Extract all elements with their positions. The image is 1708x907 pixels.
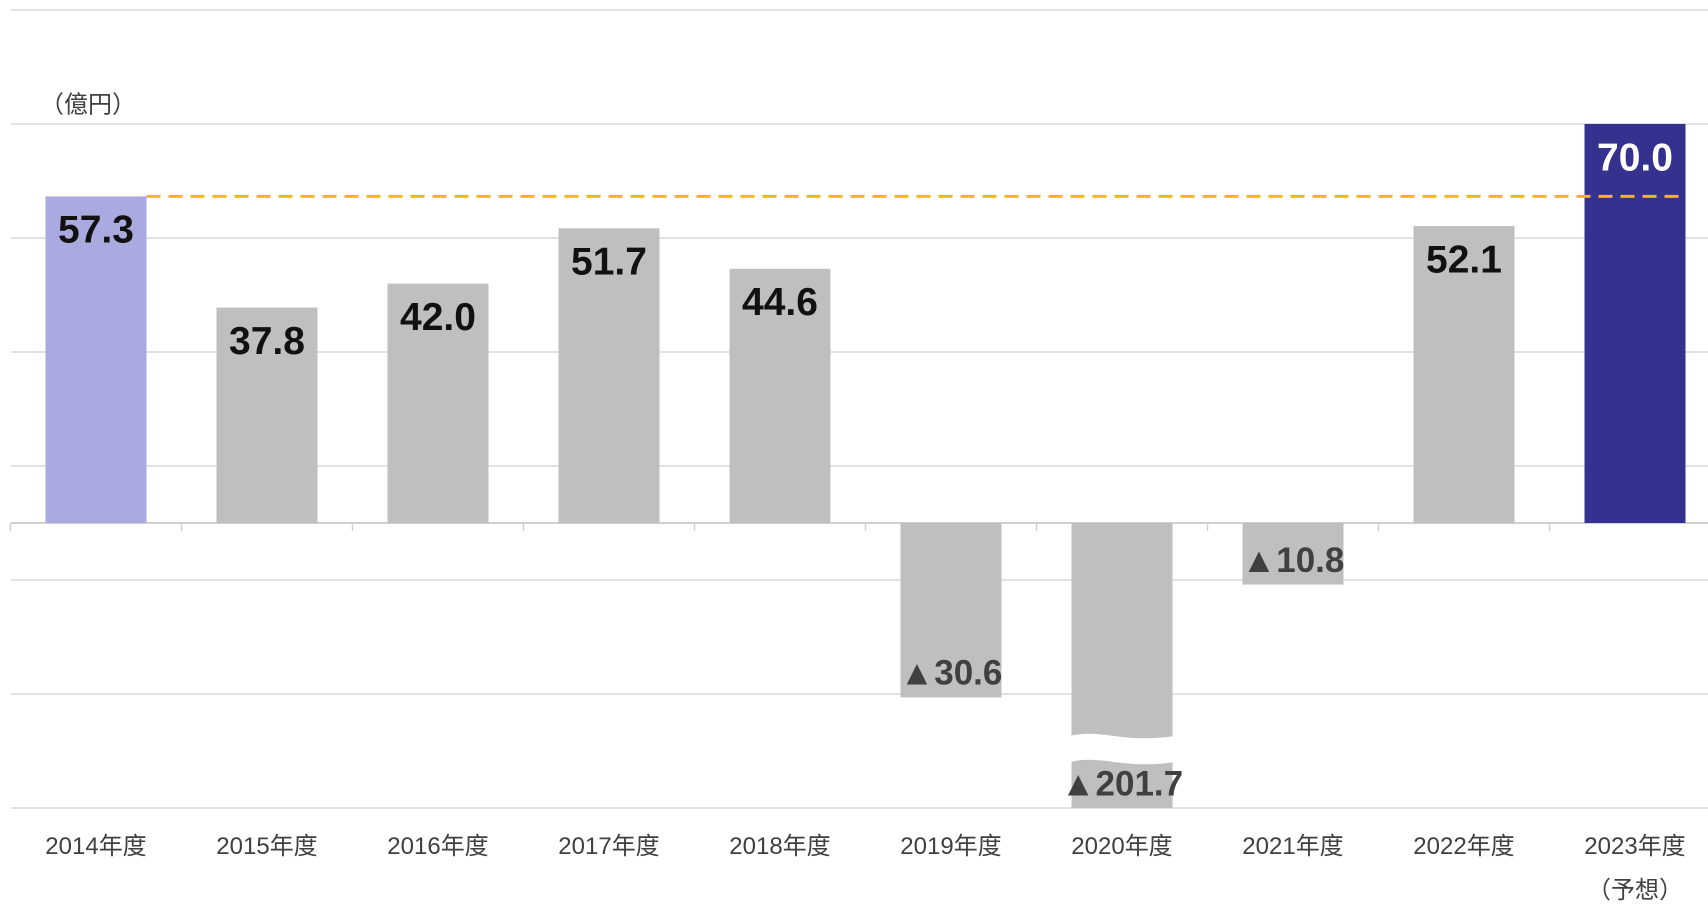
bar — [558, 228, 660, 523]
bar — [1584, 124, 1686, 523]
value-label: 44.6 — [742, 281, 818, 324]
value-label: 70.0 — [1597, 136, 1673, 179]
x-tick-label: 2018年度 — [729, 833, 831, 860]
x-tick-label: 2023年度 （予想） — [1584, 833, 1686, 904]
x-tick-label: 2022年度 — [1413, 833, 1515, 860]
bar — [387, 283, 489, 523]
bar — [1242, 523, 1344, 585]
bar — [1413, 226, 1515, 523]
x-tick-label: 2016年度 — [387, 833, 489, 860]
value-label: 57.3 — [58, 209, 134, 252]
bar — [216, 307, 318, 523]
x-tick-label: 2019年度 — [900, 833, 1002, 860]
x-tick-label: 2017年度 — [558, 833, 660, 860]
x-tick-label: 2021年度 — [1242, 833, 1344, 860]
value-label: 37.8 — [229, 320, 305, 363]
value-label: 51.7 — [571, 241, 647, 284]
x-tick-label: 2020年度 — [1071, 833, 1173, 860]
bar — [900, 523, 1002, 698]
bar — [729, 268, 831, 523]
x-tick-label: 2014年度 — [45, 833, 147, 860]
bar — [45, 196, 147, 523]
value-label: 52.1 — [1426, 238, 1502, 281]
value-label: ▲30.6 — [900, 654, 1003, 693]
unit-label: （億円） — [40, 91, 136, 118]
value-label: ▲10.8 — [1242, 541, 1345, 580]
axis-break — [1069, 733, 1175, 765]
x-tick-label: 2015年度 — [216, 833, 318, 860]
value-label: 42.0 — [400, 296, 476, 339]
value-label: ▲201.7 — [1061, 764, 1183, 803]
